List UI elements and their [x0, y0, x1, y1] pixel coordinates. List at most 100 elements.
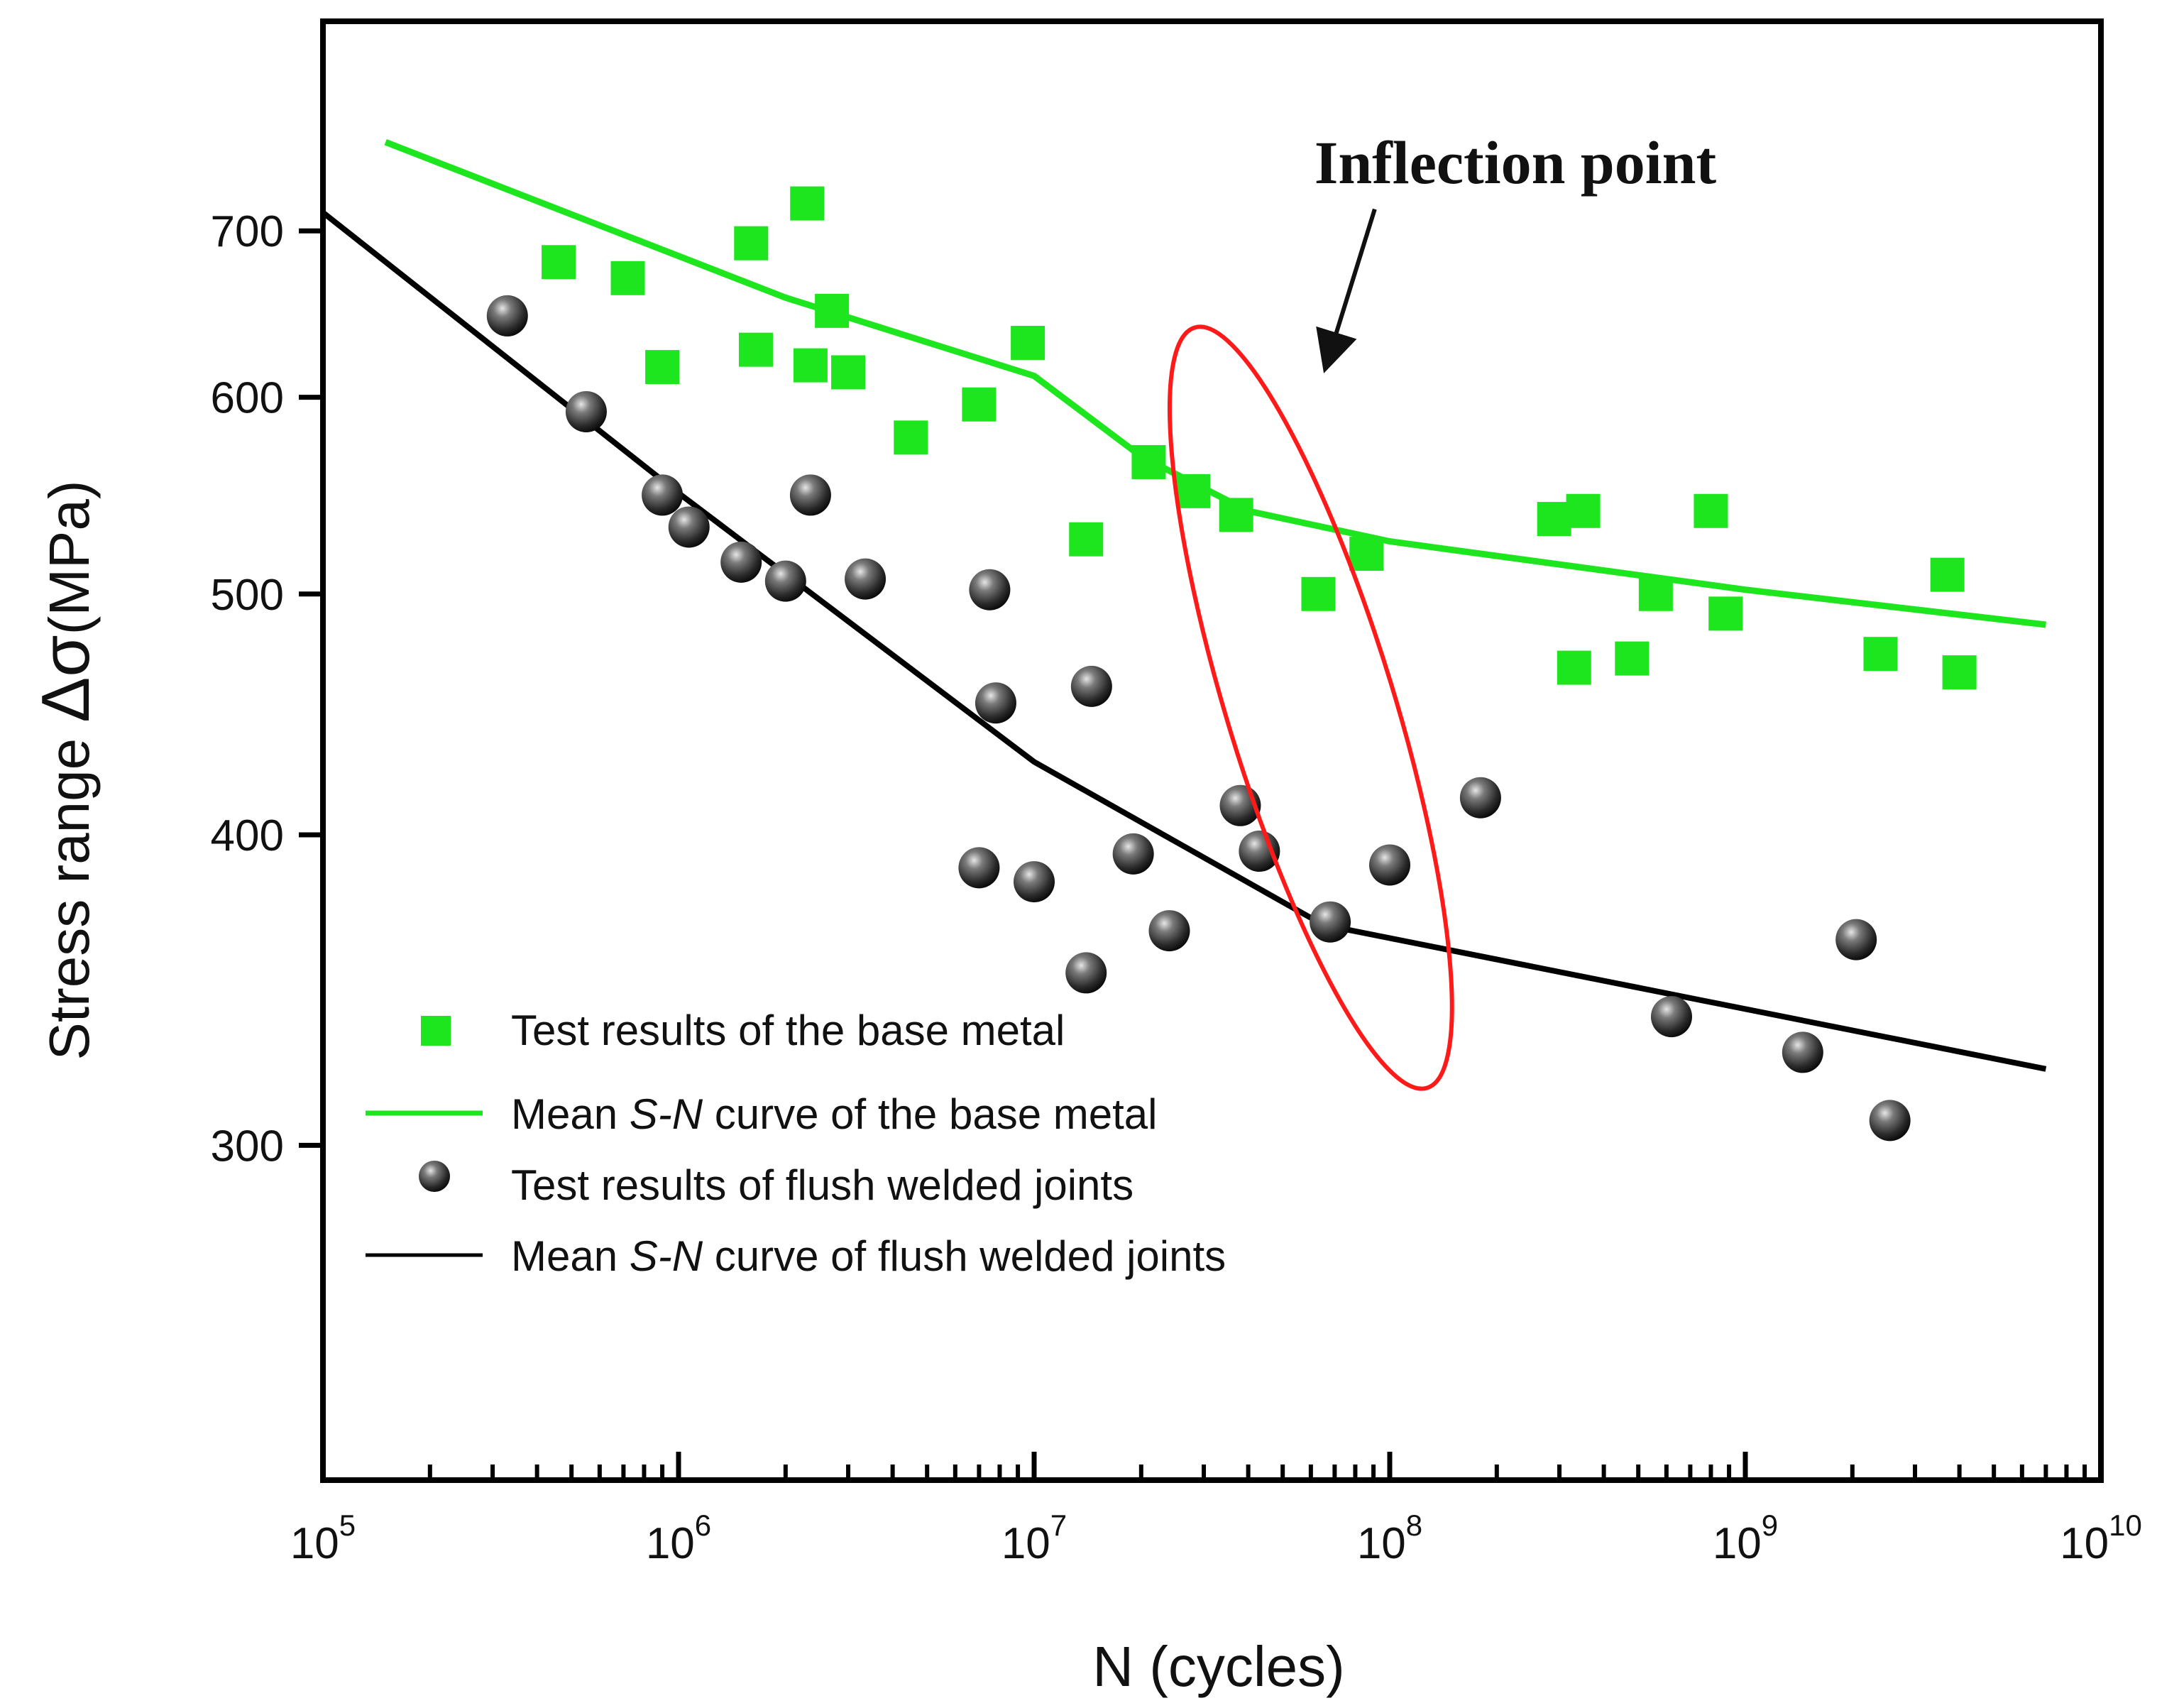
welded-joint-point	[1782, 1031, 1823, 1073]
base-metal-point	[1942, 655, 1977, 690]
welded-joint-point	[668, 506, 710, 548]
welded-joint-point	[1065, 952, 1107, 994]
legend-label-welded-mean-italic: S-N	[630, 1232, 703, 1280]
x-tick-label-exponent: 6	[695, 1509, 711, 1542]
x-tick-label-base: 10	[1357, 1519, 1406, 1568]
base-metal-point	[793, 348, 828, 383]
base-metal-point	[1694, 493, 1728, 528]
welded-joint-mean-curve	[321, 210, 2047, 1072]
legend-label-welded-mean-prefix: Mean	[511, 1232, 630, 1280]
x-tick-label-exponent: 8	[1406, 1509, 1422, 1542]
welded-joint-point	[720, 541, 762, 583]
base-metal-point	[542, 245, 576, 280]
x-tick-label: 105	[290, 1509, 356, 1568]
welded-joint-point	[958, 847, 1000, 889]
x-tick-label-exponent: 9	[1762, 1509, 1778, 1542]
welded-joint-point	[1112, 833, 1154, 875]
base-metal-point	[1557, 650, 1591, 685]
welded-joint-point	[486, 295, 528, 336]
y-tick-label: 700	[211, 207, 284, 256]
base-metal-point	[1638, 576, 1673, 611]
welded-joint-point	[969, 569, 1011, 611]
base-metal-point	[645, 350, 680, 385]
x-tick-label: 1010	[2060, 1509, 2142, 1568]
base-metal-point	[1349, 537, 1384, 571]
legend-label-welded-test: Test results of flush welded joints	[511, 1161, 1134, 1209]
y-axis-title: Stress range Δσ(MPa)	[28, 481, 104, 1061]
base-metal-point	[894, 420, 928, 455]
legend-label-base-mean-prefix: Mean	[511, 1090, 630, 1138]
welded-joint-point	[1310, 901, 1351, 943]
legend: Test results of the base metal Mean S-N …	[366, 1007, 1226, 1280]
plot-frame	[320, 18, 2104, 1483]
welded-joint-point	[1869, 1100, 1911, 1142]
base-metal-point	[1301, 576, 1336, 611]
x-tick-label: 108	[1357, 1509, 1422, 1568]
x-tick-label-base: 10	[1001, 1519, 1050, 1568]
welded-joint-point	[642, 474, 684, 516]
legend-marker-welded-test	[419, 1161, 450, 1192]
y-axis-title-prefix: Stress range	[38, 723, 101, 1061]
welded-joint-point	[565, 390, 607, 432]
x-tick-label: 109	[1713, 1509, 1778, 1568]
welded-joint-point	[1459, 777, 1501, 819]
base-metal-point	[1615, 641, 1650, 676]
x-tick-label-base: 10	[2060, 1519, 2109, 1568]
legend-label-base-mean: Mean S-N curve of the base metal	[511, 1090, 1157, 1138]
inflection-annotation: Inflection point	[1167, 128, 1717, 1091]
welded-joint-point	[845, 558, 887, 600]
welded-joint-point	[1014, 861, 1055, 903]
y-tick-label: 400	[211, 811, 284, 860]
welded-joint-point	[1369, 844, 1410, 886]
x-axis-title: N (cycles)	[1092, 1635, 1345, 1698]
welded-joint-point	[975, 682, 1016, 724]
base-metal-point	[1566, 493, 1601, 528]
x-tick-label-base: 10	[1713, 1519, 1762, 1568]
y-axis-title-symbol: Δσ	[28, 635, 104, 722]
welded-joint-point	[764, 560, 806, 602]
legend-label-base-test: Test results of the base metal	[511, 1007, 1065, 1054]
welded-joint-point	[1650, 996, 1692, 1038]
inflection-arrow	[1316, 208, 1377, 373]
y-tick-label: 300	[211, 1122, 284, 1171]
base-metal-point	[1930, 557, 1965, 592]
welded-joint-point	[1835, 919, 1877, 960]
legend-label-welded-mean: Mean S-N curve of flush welded joints	[511, 1232, 1226, 1280]
inflection-label: Inflection point	[1314, 128, 1717, 197]
base-metal-point	[610, 261, 645, 295]
base-metal-point	[815, 293, 850, 328]
base-metal-point	[1176, 473, 1211, 508]
base-metal-point	[1131, 444, 1166, 479]
x-tick-label-base: 10	[290, 1519, 339, 1568]
x-tick-label-base: 10	[646, 1519, 695, 1568]
x-tick-label-exponent: 5	[339, 1509, 356, 1542]
base-metal-point	[831, 355, 866, 390]
base-metal-point	[1011, 325, 1045, 360]
base-metal-point	[962, 387, 997, 422]
base-metal-point	[734, 226, 769, 261]
base-metal-point	[1708, 596, 1743, 631]
base-metal-point	[1219, 498, 1253, 532]
base-metal-point	[790, 186, 825, 221]
base-metal-point	[1069, 522, 1104, 557]
y-axis-title-unit: (MPa)	[38, 481, 101, 635]
legend-label-base-mean-italic: S-N	[630, 1090, 703, 1138]
welded-joint-point	[1148, 910, 1190, 952]
base-metal-mean-curve	[384, 139, 2046, 628]
base-metal-point	[1863, 637, 1898, 672]
x-tick-label-exponent: 7	[1050, 1509, 1067, 1542]
x-tick-label-exponent: 10	[2109, 1509, 2142, 1542]
base-metal-point	[738, 332, 773, 367]
data-points	[486, 186, 1977, 1142]
y-tick-label: 500	[211, 571, 284, 620]
welded-joint-point	[1070, 665, 1112, 707]
x-tick-label: 107	[1001, 1509, 1067, 1568]
legend-label-welded-mean-suffix: curve of flush welded joints	[703, 1232, 1226, 1280]
welded-joint-point	[789, 474, 831, 516]
y-tick-label: 600	[211, 374, 284, 423]
x-tick-label: 106	[646, 1509, 711, 1568]
inflection-ellipse	[1167, 324, 1454, 1091]
legend-label-base-mean-suffix: curve of the base metal	[703, 1090, 1157, 1138]
